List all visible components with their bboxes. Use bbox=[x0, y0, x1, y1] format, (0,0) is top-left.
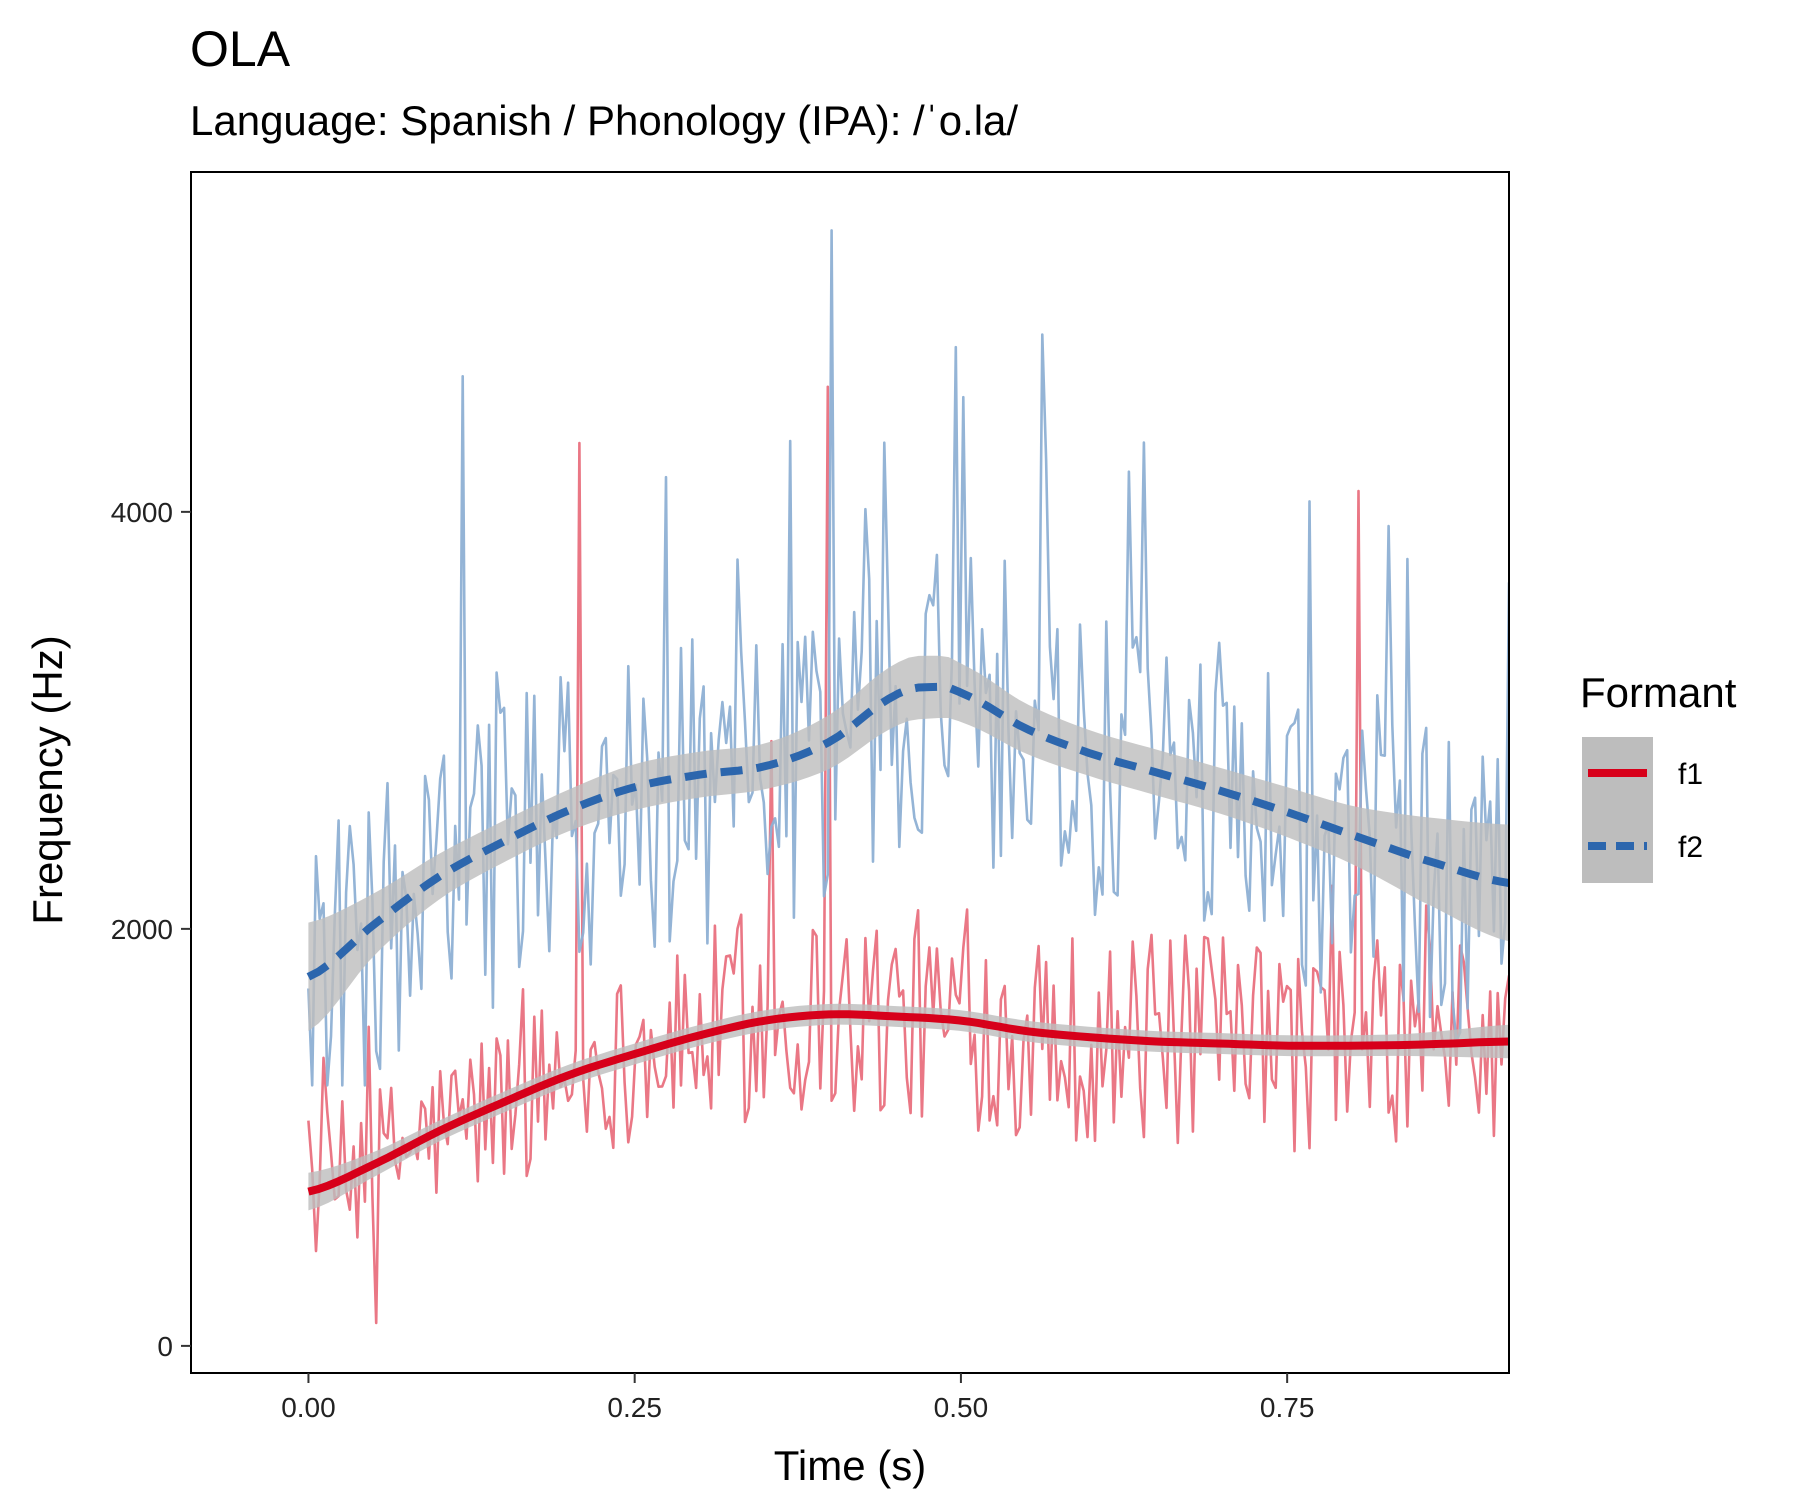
legend-title: Formant bbox=[1580, 669, 1737, 716]
series-f1-confidence-band bbox=[308, 1003, 1509, 1211]
x-tick-label: 0.00 bbox=[281, 1392, 336, 1423]
x-axis-title: Time (s) bbox=[774, 1442, 926, 1489]
legend-label-f2: f2 bbox=[1678, 831, 1703, 864]
plot-panel-border bbox=[190, 171, 1510, 1374]
series-f1-smoothed-line bbox=[307, 1010, 1509, 1196]
x-tick-label: 0.75 bbox=[1260, 1392, 1315, 1423]
y-tick-label: 0 bbox=[157, 1331, 173, 1362]
y-tick-label: 4000 bbox=[111, 497, 173, 528]
x-tick-label: 0.25 bbox=[607, 1392, 662, 1423]
series-f1-raw-trace bbox=[307, 385, 1509, 1325]
y-axis-title: Frequency (Hz) bbox=[24, 635, 71, 924]
legend-label-f1: f1 bbox=[1678, 758, 1703, 791]
y-tick-label: 2000 bbox=[111, 914, 173, 945]
plot-area: 0.00 0.25 0.50 0.75 0 2000 4000 bbox=[111, 171, 1510, 1423]
chart-subtitle: Language: Spanish / Phonology (IPA): /ˈo… bbox=[190, 97, 1018, 144]
x-tick-label: 0.50 bbox=[934, 1392, 989, 1423]
chart-title: OLA bbox=[190, 21, 291, 77]
legend: Formant f1 f2 bbox=[1580, 669, 1737, 883]
